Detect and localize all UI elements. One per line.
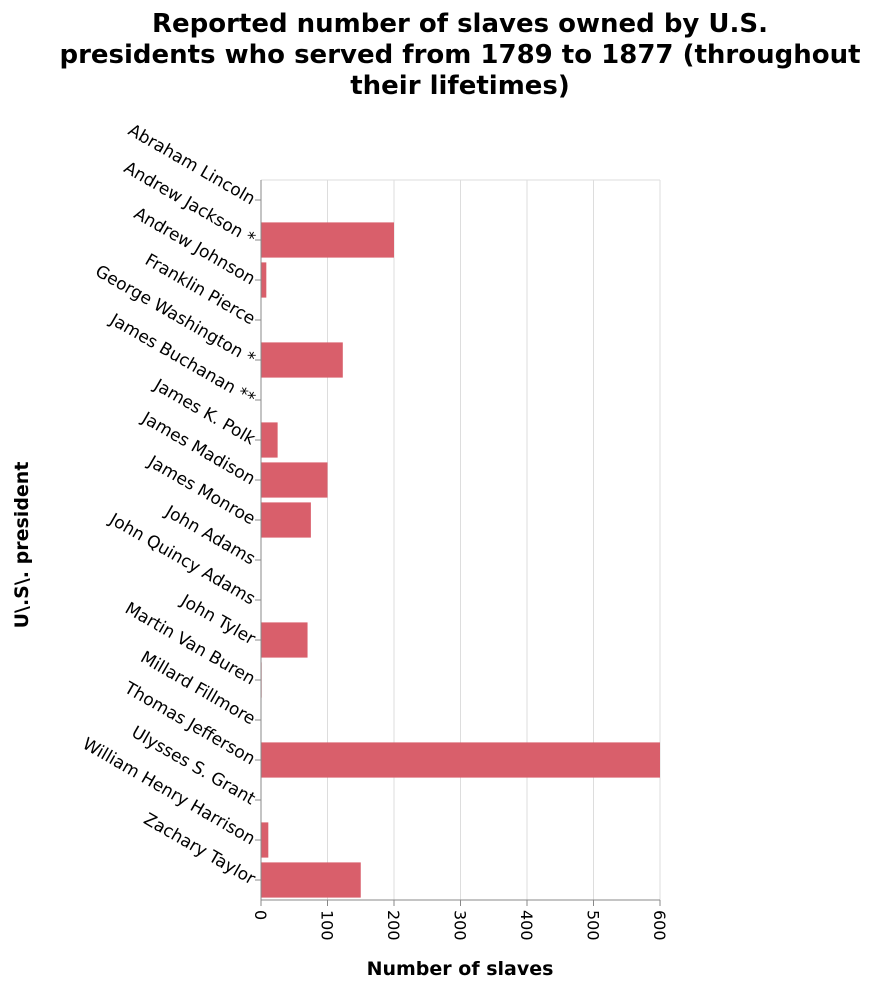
x-tick-label: 0 bbox=[251, 910, 270, 920]
gridlines bbox=[260, 179, 661, 900]
bar bbox=[261, 262, 267, 298]
bar bbox=[261, 422, 278, 458]
x-tick-label: 400 bbox=[517, 910, 536, 941]
x-tick-label: 100 bbox=[318, 910, 337, 941]
bar bbox=[261, 462, 328, 498]
x-tick-label: 600 bbox=[650, 910, 669, 941]
bar bbox=[261, 222, 394, 258]
bar bbox=[261, 622, 308, 658]
chart-title-line: presidents who served from 1789 to 1877 … bbox=[59, 40, 860, 70]
bar bbox=[261, 822, 269, 858]
bar bbox=[261, 742, 660, 778]
bar bbox=[261, 502, 311, 538]
bar bbox=[261, 862, 361, 898]
x-axis-title: Number of slaves bbox=[367, 958, 554, 980]
chart-title-line: their lifetimes) bbox=[350, 71, 570, 101]
y-axis-title: U\.S\. president bbox=[11, 462, 33, 629]
x-tick-label: 500 bbox=[584, 910, 603, 941]
x-tick-label: 200 bbox=[384, 910, 403, 941]
chart-title: Reported number of slaves owned by U.S.p… bbox=[59, 9, 860, 101]
chart-title-line: Reported number of slaves owned by U.S. bbox=[152, 9, 768, 39]
bars bbox=[261, 222, 660, 898]
x-tick-label: 300 bbox=[451, 910, 470, 941]
bar bbox=[261, 342, 343, 378]
